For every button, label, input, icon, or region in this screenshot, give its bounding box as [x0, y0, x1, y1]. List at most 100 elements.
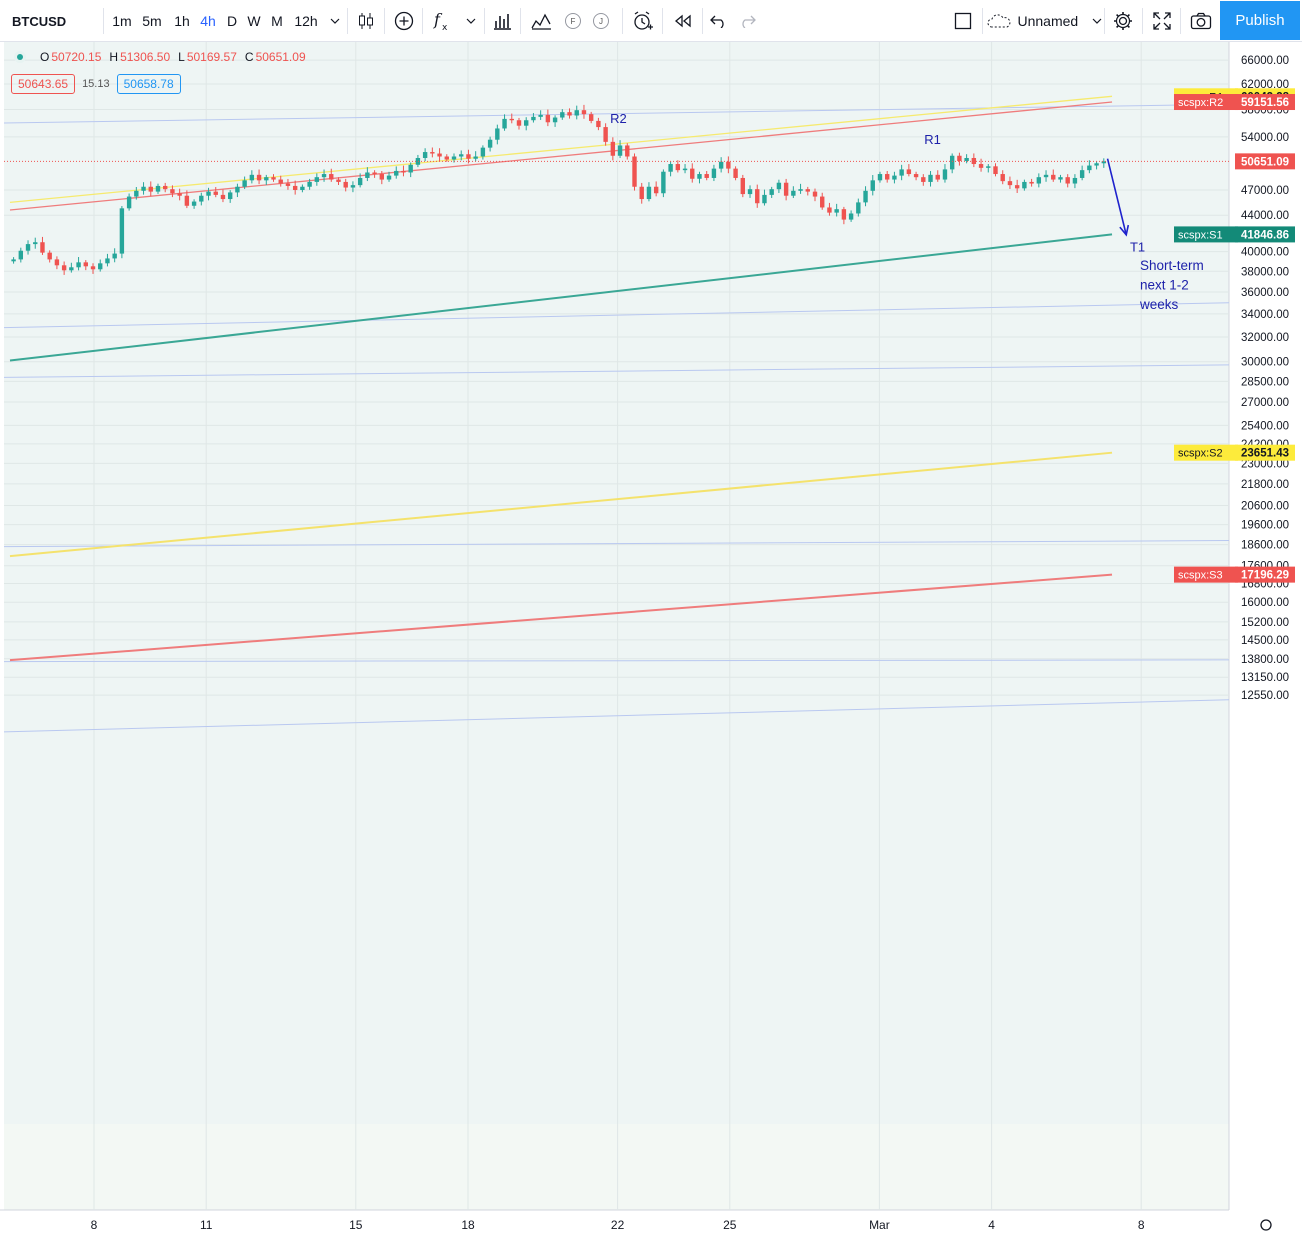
- layout-menu[interactable]: Unnamed: [986, 0, 1102, 42]
- candle: [733, 168, 738, 178]
- camera-icon[interactable]: [1186, 0, 1216, 42]
- y-tick-label: 47000.00: [1241, 185, 1289, 197]
- candle: [321, 174, 327, 178]
- x-tick-label: 18: [461, 1218, 475, 1232]
- toolbar-divider: [1104, 8, 1105, 34]
- interval-5m[interactable]: 5m: [142, 13, 162, 29]
- toolbar-divider: [662, 8, 663, 34]
- candles-icon[interactable]: [352, 0, 380, 42]
- series-label-scspx-r2-box: [1174, 94, 1238, 111]
- y-tick-label: 27000.00: [1241, 397, 1289, 409]
- sell-price-button[interactable]: 50643.65: [11, 74, 76, 94]
- plus-circle-icon[interactable]: [390, 0, 418, 42]
- symbol-search[interactable]: BTCUSD: [12, 13, 67, 29]
- interval-d[interactable]: D: [226, 13, 238, 29]
- candle: [18, 250, 24, 260]
- market-status-icon[interactable]: [14, 51, 26, 63]
- y-tick-label: 18600.00: [1241, 540, 1289, 552]
- candle: [184, 195, 190, 206]
- series-label-scspx-r2-value: 59151.56: [1241, 97, 1289, 109]
- toolbar-divider: [982, 8, 983, 34]
- candle: [776, 182, 782, 190]
- candle: [805, 189, 810, 192]
- candle: [422, 152, 428, 158]
- chevron-down-icon[interactable]: [460, 0, 482, 42]
- candle: [437, 153, 442, 157]
- candle: [329, 174, 334, 180]
- svg-text:f: f: [433, 10, 443, 29]
- chevron-down-icon: [1092, 18, 1102, 24]
- candle: [220, 194, 226, 200]
- y-tick-label: 34000.00: [1241, 309, 1289, 321]
- line-chart-icon[interactable]: [527, 0, 555, 42]
- candle: [726, 161, 731, 169]
- candle: [155, 185, 161, 192]
- fullscreen-icon[interactable]: [1148, 0, 1176, 42]
- time-axis[interactable]: [0, 1210, 1302, 1235]
- candle: [928, 174, 933, 182]
- gear-icon[interactable]: [1108, 0, 1138, 42]
- interval-12h[interactable]: 12h: [294, 13, 318, 29]
- candle: [856, 202, 861, 214]
- candle: [98, 263, 103, 270]
- candle: [740, 177, 746, 195]
- candle: [1101, 161, 1106, 164]
- chevron-down-icon[interactable]: [325, 0, 345, 42]
- forecast-arrow-head: [1119, 224, 1130, 237]
- candle: [1000, 174, 1005, 182]
- y-tick-label: 40000.00: [1241, 247, 1289, 259]
- undo-icon[interactable]: [706, 0, 732, 42]
- candle: [480, 147, 486, 157]
- y-tick-label: 14500.00: [1241, 635, 1289, 647]
- interval-m[interactable]: M: [271, 13, 283, 29]
- plot-background: [4, 42, 1229, 1124]
- financials-button[interactable]: F: [562, 0, 584, 42]
- publish-button[interactable]: Publish: [1220, 1, 1300, 40]
- y-tick-label: 19600.00: [1241, 520, 1289, 532]
- candle: [227, 192, 233, 200]
- candle: [61, 265, 67, 271]
- select-rectangle-icon[interactable]: [948, 0, 978, 42]
- candle: [516, 120, 522, 126]
- candle: [848, 213, 854, 220]
- y-tick-label: 21800.00: [1241, 479, 1289, 491]
- candle: [632, 156, 637, 187]
- x-tick-label: 8: [1138, 1218, 1145, 1232]
- candle: [300, 186, 305, 190]
- bars-icon[interactable]: [488, 0, 516, 42]
- candle: [509, 118, 514, 121]
- candle: [134, 190, 139, 197]
- candle: [1036, 177, 1042, 184]
- candle: [126, 196, 132, 209]
- candle: [545, 114, 551, 123]
- candle: [574, 110, 579, 116]
- chart-settings-icon[interactable]: [1260, 1219, 1272, 1231]
- svg-text:x: x: [442, 23, 448, 32]
- candle: [718, 161, 724, 169]
- candle: [885, 174, 890, 180]
- candle: [617, 145, 623, 156]
- buy-price-button[interactable]: 50658.78: [116, 74, 181, 94]
- candle: [119, 208, 125, 254]
- candle: [386, 175, 392, 180]
- candle: [747, 189, 753, 195]
- interval-1m[interactable]: 1m: [112, 13, 132, 29]
- candle: [271, 177, 276, 180]
- spread-value: 15.13: [82, 78, 110, 90]
- candle: [495, 128, 500, 140]
- redo-icon[interactable]: [734, 0, 760, 42]
- candle: [350, 185, 356, 188]
- toolbar-divider: [702, 8, 703, 34]
- ideas-button[interactable]: J: [590, 0, 612, 42]
- alarm-clock-icon[interactable]: [629, 0, 657, 42]
- rewind-icon[interactable]: [669, 0, 697, 42]
- x-tick-label: 11: [200, 1218, 213, 1232]
- interval-w[interactable]: W: [247, 13, 261, 29]
- interval-1h[interactable]: 1h: [174, 13, 190, 29]
- interval-4h[interactable]: 4h: [200, 13, 216, 29]
- toolbar-divider: [347, 8, 348, 34]
- candle: [264, 177, 269, 181]
- price-chart[interactable]: 70000.0066000.0062000.0058000.0054000.00…: [0, 42, 1302, 1235]
- series-line-scspx-s1: [9, 233, 1113, 362]
